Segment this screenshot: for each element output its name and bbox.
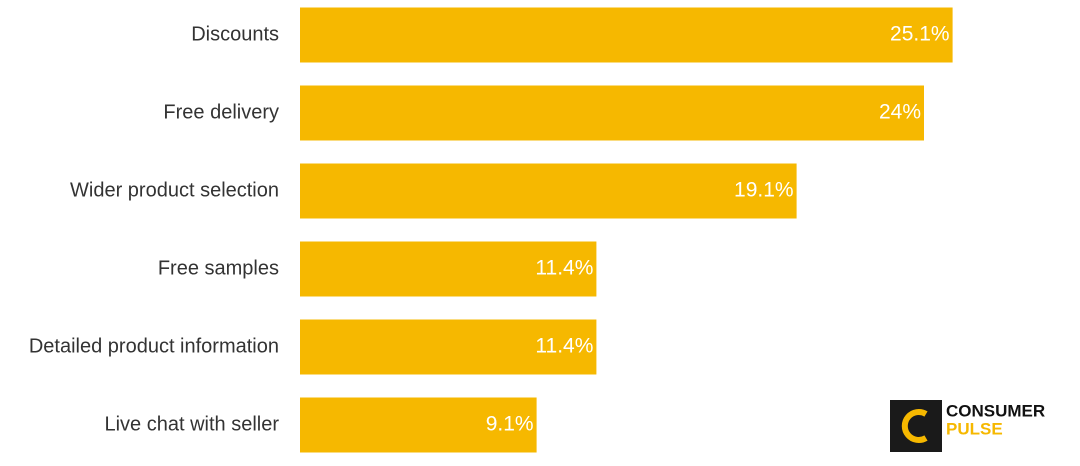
bar xyxy=(300,85,924,141)
value-label: 19.1% xyxy=(734,179,794,202)
value-label: 24% xyxy=(879,101,921,124)
bar xyxy=(300,7,953,63)
category-label: Live chat with seller xyxy=(104,413,279,435)
bar xyxy=(300,319,597,375)
bar xyxy=(300,397,537,453)
value-label: 11.4% xyxy=(535,335,593,358)
category-label: Wider product selection xyxy=(70,179,279,201)
category-label: Free delivery xyxy=(163,101,279,123)
logo-icon xyxy=(901,409,928,443)
logo-box xyxy=(890,400,942,452)
logo-text: CONSUMER xyxy=(946,401,1045,420)
value-label: 9.1% xyxy=(486,413,534,436)
value-label: 25.1% xyxy=(890,23,950,46)
bar xyxy=(300,163,797,219)
bar xyxy=(300,241,597,297)
logo: CONSUMER PULSE xyxy=(890,400,1045,452)
value-label: 11.4% xyxy=(535,257,593,280)
category-label: Detailed product information xyxy=(29,335,279,357)
category-label: Discounts xyxy=(191,23,279,45)
logo-text: PULSE xyxy=(946,419,1003,438)
category-label: Free samples xyxy=(158,257,279,279)
